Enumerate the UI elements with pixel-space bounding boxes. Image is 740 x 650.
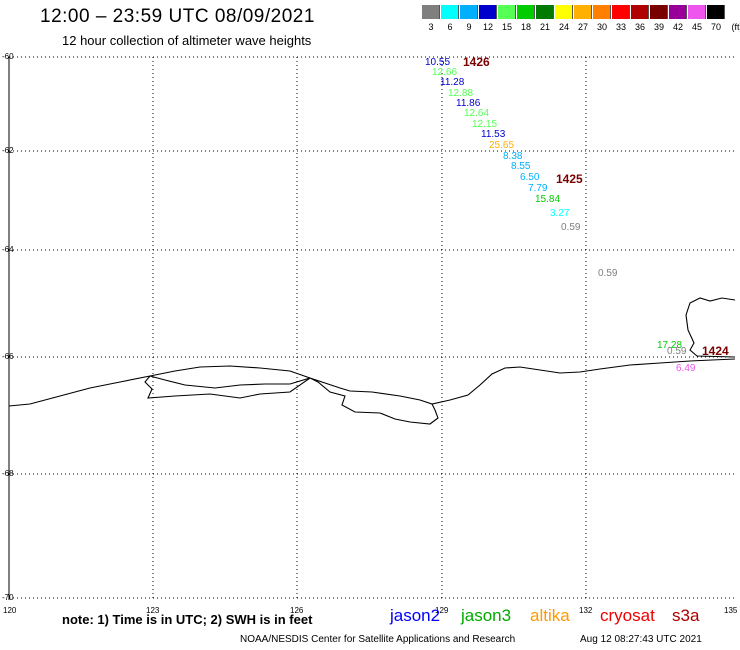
wave-height-value: 0.59: [598, 268, 618, 279]
colorbar-swatch: [707, 5, 725, 19]
legend-s3a: s3a: [672, 606, 700, 625]
wave-height-value: 10.55: [425, 57, 451, 68]
map-subtitle: 12 hour collection of altimeter wave hei…: [62, 33, 312, 48]
colorbar-swatch: [688, 5, 706, 19]
legend-altika: altika: [530, 606, 570, 625]
lat-gridlines: [9, 56, 735, 599]
coastline: [8, 297, 736, 425]
lat-tick-64: -64: [2, 245, 14, 254]
wave-height-value: 11.86: [456, 98, 481, 109]
colorbar-label: 36: [634, 22, 645, 32]
wave-height-value: 12.66: [432, 67, 458, 78]
lat-tick-70: -70: [2, 593, 14, 602]
wave-height-value: 3.27: [550, 208, 570, 219]
wave-height-value: 17.28: [657, 340, 683, 351]
footer-note: note: 1) Time is in UTC; 2) SWH is in fe…: [62, 612, 313, 627]
map-title: 12:00 – 23:59 UTC 08/09/2021: [40, 6, 315, 27]
lat-tick-62: -62: [2, 146, 14, 155]
lat-tick-60: -60: [2, 52, 14, 61]
wave-height-value: 6.50: [520, 172, 540, 183]
colorbar-swatch: [422, 5, 440, 19]
wave-height-value: 0.59: [561, 222, 581, 233]
lon-gridlines: [152, 57, 587, 600]
colorbar-swatch: [593, 5, 611, 19]
wave-height-value: 15.84: [535, 194, 561, 205]
colorbar-swatch: [612, 5, 630, 19]
colorbar-label: 12: [482, 22, 493, 32]
colorbar-label: 21: [539, 22, 550, 32]
lon-tick-135: 135: [724, 606, 738, 615]
wave-height-value: 12.64: [464, 108, 490, 119]
wave-height-value: 12.15: [472, 119, 498, 130]
colorbar-swatch: [669, 5, 687, 19]
wave-height-value: 12.88: [448, 88, 474, 99]
lon-tick-123: 123: [146, 606, 160, 615]
colorbar-label: 70: [710, 22, 721, 32]
legend-cryosat: cryosat: [600, 606, 655, 625]
colorbar-label: 6: [447, 22, 453, 32]
wave-height-value: 8.55: [511, 161, 531, 172]
colorbar-label: 30: [596, 22, 607, 32]
colorbar-swatch: [460, 5, 478, 19]
colorbar-swatch: [574, 5, 592, 19]
credit-line: NOAA/NESDIS Center for Satellite Applica…: [240, 634, 516, 645]
colorbar-label: 24: [558, 22, 569, 32]
wave-height-value: 0.59: [667, 346, 687, 357]
wave-height-value: 11.28: [440, 77, 465, 88]
pass-number-label: 1424: [702, 344, 729, 358]
wave-height-value: 25.65: [489, 140, 515, 151]
colorbar-label: 42: [672, 22, 683, 32]
pass-number-label: 1425: [556, 172, 583, 186]
colorbar-label: 15: [501, 22, 512, 32]
legend-jason2: jason2: [390, 606, 441, 625]
colorbar-swatch: [517, 5, 535, 19]
colorbar-label: 27: [577, 22, 588, 32]
lon-tick-126: 126: [290, 606, 304, 615]
pass-number-label: 1426: [463, 55, 490, 69]
wave-height-value: 6.49: [676, 363, 696, 374]
colorbar-swatch: [631, 5, 649, 19]
colorbar-label: 39: [653, 22, 664, 32]
colorbar-swatch: [498, 5, 516, 19]
wave-height-value: 11.53: [481, 129, 506, 140]
colorbar-swatch: [441, 5, 459, 19]
colorbar-swatch: [555, 5, 573, 19]
colorbar-swatch: [536, 5, 554, 19]
legend-jason3: jason3: [461, 606, 512, 625]
colorbar-unit: (ft): [731, 22, 740, 32]
colorbar-label: 18: [520, 22, 531, 32]
colorbar-label: 33: [615, 22, 626, 32]
colorbar-label: 45: [691, 22, 702, 32]
generation-timestamp: Aug 12 08:27:43 UTC 2021: [580, 634, 702, 645]
colorbar-label: 9: [466, 22, 472, 32]
lon-tick-132: 132: [579, 606, 593, 615]
lat-tick-68: -68: [2, 469, 14, 478]
wave-height-value: 7.79: [528, 183, 548, 194]
colorbar-label: 3: [428, 22, 434, 32]
lon-tick-120: 120: [3, 606, 17, 615]
lat-tick-66: -66: [2, 352, 14, 361]
lon-tick-129: 129: [435, 606, 449, 615]
wave-height-value: 8.38: [503, 151, 523, 162]
colorbar-swatch: [650, 5, 668, 19]
colorbar-swatch: [479, 5, 497, 19]
